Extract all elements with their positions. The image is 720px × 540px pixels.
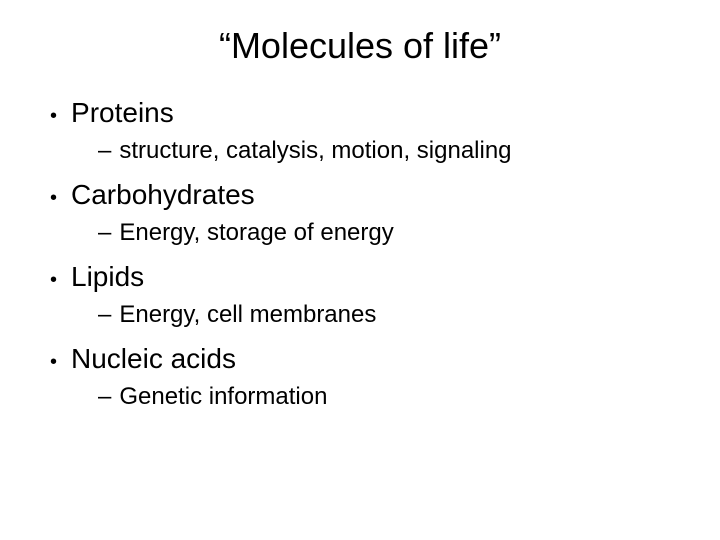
dash-icon: – bbox=[98, 219, 111, 247]
bullet-icon: • bbox=[50, 351, 57, 374]
sub-item-label: Genetic information bbox=[119, 383, 327, 411]
list-item: • Proteins bbox=[50, 97, 680, 129]
item-label: Proteins bbox=[71, 97, 174, 129]
item-label: Carbohydrates bbox=[71, 179, 255, 211]
slide-title: “Molecules of life” bbox=[40, 25, 680, 67]
dash-icon: – bbox=[98, 137, 111, 165]
dash-icon: – bbox=[98, 301, 111, 329]
list-sub-item: – Energy, cell membranes bbox=[98, 301, 680, 329]
bullet-icon: • bbox=[50, 187, 57, 210]
list-item: • Nucleic acids bbox=[50, 343, 680, 375]
dash-icon: – bbox=[98, 383, 111, 411]
list-sub-item: – Energy, storage of energy bbox=[98, 219, 680, 247]
item-label: Nucleic acids bbox=[71, 343, 236, 375]
item-label: Lipids bbox=[71, 261, 144, 293]
list-sub-item: – structure, catalysis, motion, signalin… bbox=[98, 137, 680, 165]
sub-item-label: Energy, cell membranes bbox=[119, 301, 376, 329]
bullet-icon: • bbox=[50, 105, 57, 128]
sub-item-label: Energy, storage of energy bbox=[119, 219, 393, 247]
list-sub-item: – Genetic information bbox=[98, 383, 680, 411]
list-item: • Lipids bbox=[50, 261, 680, 293]
bullet-icon: • bbox=[50, 269, 57, 292]
sub-item-label: structure, catalysis, motion, signaling bbox=[119, 137, 511, 165]
list-item: • Carbohydrates bbox=[50, 179, 680, 211]
